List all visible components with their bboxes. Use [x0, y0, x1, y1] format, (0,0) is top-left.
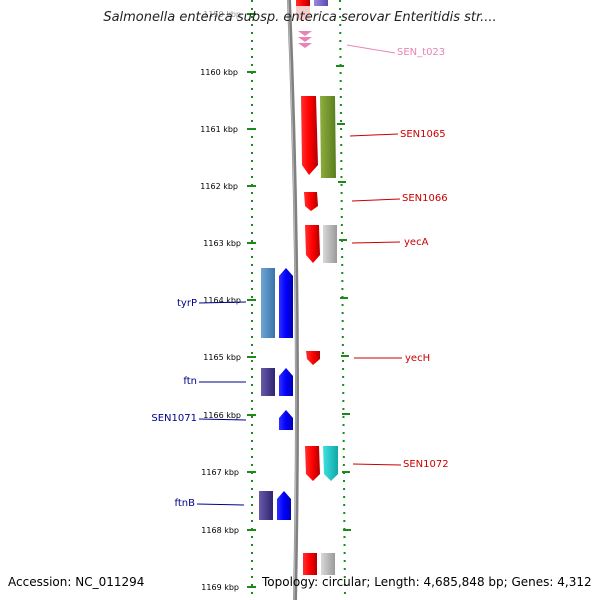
ruler-ticks — [247, 13, 351, 588]
page-title: Salmonella enterica subsp. enterica sero… — [103, 10, 497, 25]
gene-block[interactable] — [303, 553, 317, 575]
ruler-label: 1161 kbp — [200, 125, 238, 134]
leader-line — [196, 503, 245, 506]
gene-label-sen1072[interactable]: SEN1072 — [403, 459, 449, 470]
gene-block[interactable] — [259, 491, 273, 520]
ruler-label: 1163 kbp — [203, 239, 241, 248]
gene-label-ftn[interactable]: ftn — [183, 376, 197, 387]
leader-line — [349, 133, 399, 137]
ruler-label: 1159 kbp — [203, 10, 241, 19]
ruler-label: 1164 kbp — [203, 296, 241, 305]
ruler-label: 1167 kbp — [201, 468, 239, 477]
leader-line — [352, 463, 402, 466]
gene-label-sen-t023[interactable]: SEN_t023 — [397, 47, 445, 58]
genome-backbone-highlight — [287, 0, 297, 600]
gene-label-sen1066[interactable]: SEN1066 — [402, 193, 448, 204]
gene-block[interactable] — [279, 410, 293, 430]
gene-block[interactable] — [261, 268, 275, 338]
gene-label-yech[interactable]: yecH — [405, 353, 430, 364]
gene-block[interactable] — [323, 446, 338, 481]
gene-block[interactable] — [261, 368, 275, 396]
ruler-label: 1166 kbp — [203, 411, 241, 420]
topology-text: Topology: circular; Length: 4,685,848 bp… — [262, 575, 592, 589]
gene-block[interactable] — [277, 491, 291, 520]
gene-block[interactable] — [296, 0, 310, 6]
leader-line — [198, 301, 247, 304]
gene-label-tyrp[interactable]: tyrP — [177, 298, 197, 309]
gene-label-yeca[interactable]: yecA — [404, 237, 429, 248]
leader-line — [198, 418, 247, 421]
gene-label-sen1071[interactable]: SEN1071 — [151, 413, 197, 424]
gene-block[interactable] — [321, 553, 335, 575]
gene-block[interactable] — [301, 96, 318, 175]
ruler-label: 1160 kbp — [200, 68, 238, 77]
accession-text: Accession: NC_011294 — [8, 575, 145, 589]
gene-block[interactable] — [279, 268, 293, 338]
gene-label-sen1065[interactable]: SEN1065 — [400, 129, 446, 140]
gene-block[interactable] — [304, 192, 318, 211]
ruler-labels: 1159 kbp 1160 kbp 1161 kbp 1162 kbp 1163… — [200, 10, 241, 592]
gene-label-ftnb[interactable]: ftnB — [175, 498, 196, 509]
right-axis-line — [339, 0, 346, 600]
gene-block[interactable] — [323, 225, 337, 263]
gene-block[interactable] — [305, 225, 320, 263]
genome-backbone — [287, 0, 299, 600]
leader-line — [351, 198, 401, 202]
gene-block[interactable] — [296, 6, 310, 20]
leader-line — [346, 44, 396, 54]
ruler-label: 1168 kbp — [201, 526, 239, 535]
gene-block[interactable] — [320, 96, 336, 178]
leader-line — [351, 241, 401, 244]
gene-block[interactable] — [306, 351, 320, 365]
ruler-label: 1165 kbp — [203, 353, 241, 362]
ruler-label: 1162 kbp — [200, 182, 238, 191]
gene-block[interactable] — [314, 0, 328, 6]
ruler-label: 1169 kbp — [201, 583, 239, 592]
trna-feature[interactable] — [298, 31, 312, 48]
gene-block[interactable] — [305, 446, 320, 481]
gene-block[interactable] — [279, 368, 293, 396]
